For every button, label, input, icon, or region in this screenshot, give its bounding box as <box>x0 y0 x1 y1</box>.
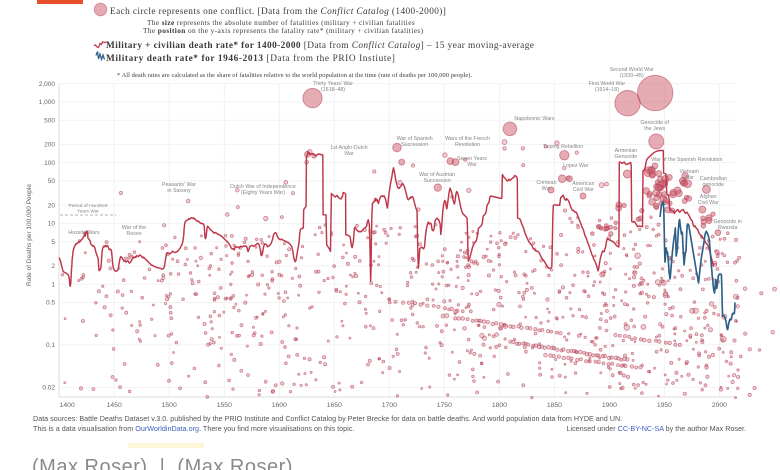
svg-text:1750: 1750 <box>437 402 452 409</box>
svg-text:2: 2 <box>51 263 55 270</box>
svg-text:War of the Spanish Revolution: War of the Spanish Revolution <box>651 157 722 163</box>
svg-text:(1914–18): (1914–18) <box>595 87 619 93</box>
svg-text:(Eighty Years War): (Eighty Years War) <box>241 190 285 196</box>
svg-text:Civil War: Civil War <box>573 187 594 193</box>
svg-text:Thirty Years’ War: Thirty Years’ War <box>313 81 353 87</box>
svg-text:1450: 1450 <box>107 402 122 409</box>
svg-text:War: War <box>344 151 354 157</box>
svg-text:1900: 1900 <box>602 402 617 409</box>
svg-text:Period of Hundred: Period of Hundred <box>69 203 108 209</box>
svg-text:the Jews: the Jews <box>644 126 665 132</box>
svg-text:American: American <box>572 181 594 187</box>
svg-text:500: 500 <box>44 117 55 124</box>
svg-text:Peasants’ War: Peasants’ War <box>162 182 196 188</box>
svg-text:Afghan: Afghan <box>700 194 717 200</box>
svg-text:Years War: Years War <box>77 209 99 215</box>
svg-text:First World War: First World War <box>589 81 626 87</box>
svg-text:0.5: 0.5 <box>46 300 55 307</box>
svg-text:War: War <box>467 162 477 168</box>
svg-text:1950: 1950 <box>657 402 672 409</box>
svg-text:Genocide in: Genocide in <box>714 219 742 225</box>
svg-text:War of Spanish: War of Spanish <box>397 136 433 142</box>
svg-text:20: 20 <box>48 202 56 209</box>
svg-text:Rate of Deaths per 100,000 Peo: Rate of Deaths per 100,000 People <box>26 184 33 286</box>
svg-text:1400: 1400 <box>60 402 75 409</box>
svg-text:War of the: War of the <box>122 225 146 231</box>
svg-text:1500: 1500 <box>162 402 177 409</box>
svg-text:Hussite Wars: Hussite Wars <box>68 230 100 236</box>
svg-text:1,000: 1,000 <box>39 99 56 106</box>
svg-text:1850: 1850 <box>547 402 562 409</box>
svg-text:Vietnam: Vietnam <box>680 169 700 175</box>
svg-text:0.02: 0.02 <box>42 385 55 392</box>
svg-text:1: 1 <box>51 281 55 288</box>
svg-text:Genocide: Genocide <box>615 154 638 160</box>
svg-text:Rwanda: Rwanda <box>718 225 737 231</box>
svg-text:Napoleonic Wars: Napoleonic Wars <box>514 116 554 122</box>
svg-text:0.1: 0.1 <box>46 342 55 349</box>
svg-text:Dutch War of Independence: Dutch War of Independence <box>230 184 296 190</box>
svg-text:Seven Years: Seven Years <box>457 156 487 162</box>
svg-text:Wars of the French: Wars of the French <box>445 136 490 142</box>
svg-text:(1939–45): (1939–45) <box>620 73 644 79</box>
svg-text:genocide: genocide <box>703 182 725 188</box>
svg-text:Succession: Succession <box>424 178 451 184</box>
svg-text:5: 5 <box>51 239 55 246</box>
svg-text:100: 100 <box>44 160 55 167</box>
svg-text:Crimean: Crimean <box>536 180 556 186</box>
svg-text:Taiping Rebellion: Taiping Rebellion <box>543 144 583 150</box>
svg-text:Roses: Roses <box>126 231 141 237</box>
svg-text:50: 50 <box>48 178 56 185</box>
svg-text:Revolution: Revolution <box>455 142 480 148</box>
svg-text:1550: 1550 <box>217 402 232 409</box>
svg-text:in Saxony: in Saxony <box>167 188 191 194</box>
svg-text:(1618–48): (1618–48) <box>321 87 345 93</box>
svg-text:2,000: 2,000 <box>39 81 56 88</box>
svg-text:Armenian: Armenian <box>615 148 638 154</box>
svg-text:War: War <box>542 186 552 192</box>
svg-text:Genocide of: Genocide of <box>640 120 669 126</box>
svg-text:1800: 1800 <box>492 402 507 409</box>
svg-text:200: 200 <box>44 142 55 149</box>
svg-text:Civil War: Civil War <box>698 200 719 206</box>
svg-text:2000: 2000 <box>712 402 727 409</box>
svg-text:1700: 1700 <box>382 402 397 409</box>
svg-text:Second World War: Second World War <box>610 67 654 73</box>
svg-text:Lopez War: Lopez War <box>563 163 589 169</box>
svg-text:Cambodian: Cambodian <box>700 176 727 182</box>
svg-text:War of Austrian: War of Austrian <box>419 172 455 178</box>
svg-text:1600: 1600 <box>272 402 287 409</box>
svg-text:1st Anglo-Dutch: 1st Anglo-Dutch <box>330 145 367 151</box>
svg-text:War: War <box>684 175 694 181</box>
svg-text:10: 10 <box>48 221 56 228</box>
svg-text:Succession: Succession <box>401 142 428 148</box>
svg-text:1650: 1650 <box>327 402 342 409</box>
